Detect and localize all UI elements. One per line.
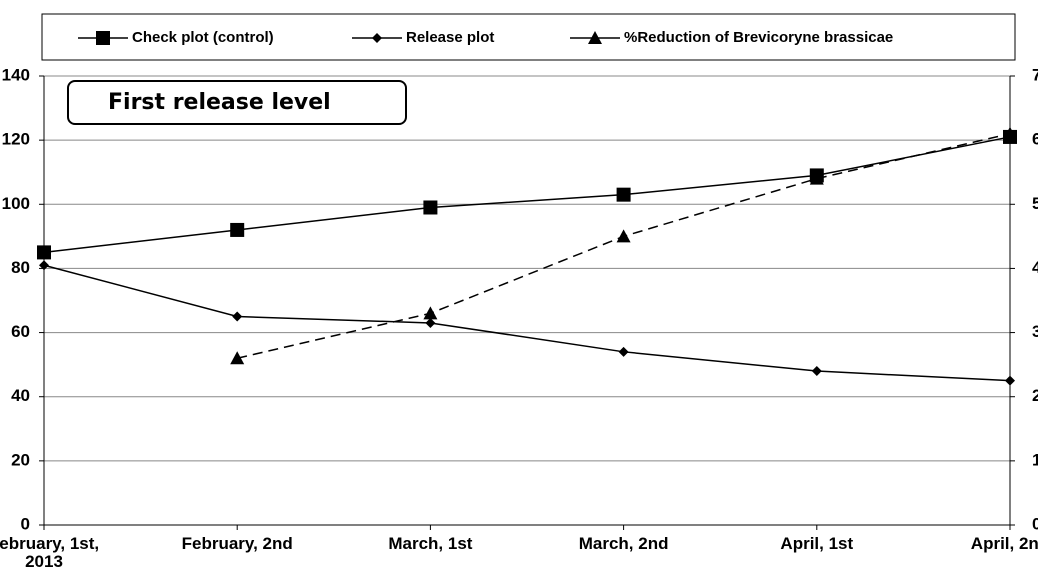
annotation: First release level [108,90,331,115]
legend-label: Check plot (control) [132,29,274,46]
y-tick-label: 120 [2,130,30,149]
y-tick-label: 80 [11,258,30,277]
y2-tick-label: 30 [1032,322,1038,341]
data-point [616,229,631,243]
series-line [43,136,1011,254]
x-tick-label: March, 1st [388,534,472,553]
data-point [616,187,631,202]
legend-label: Release plot [406,29,494,46]
y2-tick-label: 50 [1032,194,1038,213]
legend-marker [372,33,382,43]
legend-marker [588,31,602,44]
y-tick-label: 60 [11,322,30,341]
y-tick-label: 0 [21,514,30,533]
data-point [37,245,51,260]
data-point [618,346,629,357]
legend-marker [96,31,110,45]
x-tick-label: February, 1st,2013 [0,534,99,571]
legend-box [41,13,1016,61]
data-point [39,260,49,271]
y2-tick-label: 40 [1032,258,1038,277]
x-tick-label: February, 2nd [182,534,293,553]
data-point [1005,375,1015,386]
y2-tick-label: 0 [1032,514,1038,533]
data-point [423,306,438,320]
y-tick-label: 100 [2,194,30,213]
y2-tick-label: 20 [1032,386,1038,405]
y2-tick-label: 60 [1032,130,1038,149]
series-line [43,264,1011,382]
data-point [425,317,436,328]
legend-label: %Reduction of Brevicoryne brassicae [624,29,893,46]
data-point [1003,126,1017,140]
data-point [809,171,824,185]
data-point [232,311,243,322]
data-point [230,351,245,365]
x-tick-label: March, 2nd [579,534,669,553]
y2-tick-label: 10 [1032,450,1038,469]
y2-tick-label: 70 [1032,65,1038,84]
data-point [423,200,438,215]
series-line [237,132,1011,359]
annotation-box [67,80,407,125]
y-tick-label: 40 [11,386,30,405]
x-tick-label: April, 2nd [971,534,1038,553]
x-tick-label: April, 1st [780,534,853,553]
y-tick-label: 20 [11,450,30,469]
y-tick-label: 140 [2,65,30,84]
data-point [230,222,245,237]
data-point [811,366,822,377]
